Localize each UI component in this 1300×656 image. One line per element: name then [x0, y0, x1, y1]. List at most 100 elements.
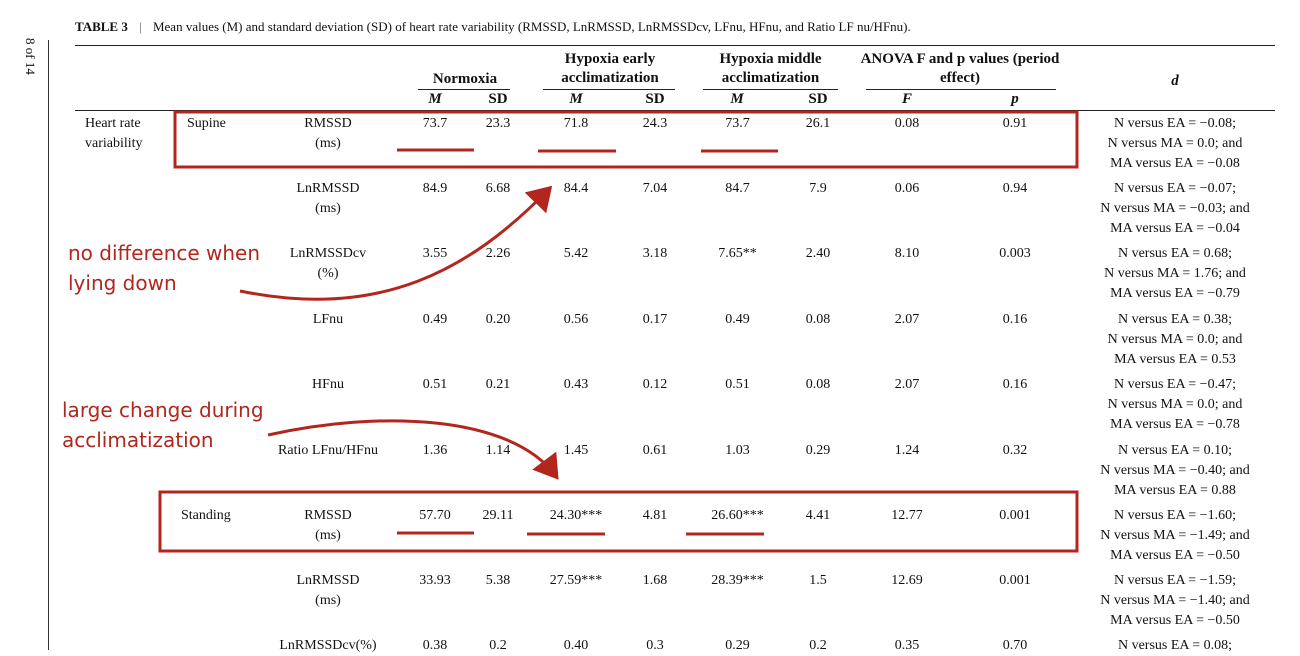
rule-early — [543, 89, 675, 90]
cell-nSD: 23.3 — [485, 116, 511, 131]
header-middle: Hypoxia middle acclimatization — [719, 51, 822, 86]
cell-nSD: 0.21 — [485, 377, 511, 392]
cell-nSD: 29.11 — [482, 508, 514, 523]
effect-size-line: MA versus EA = −0.08 — [1110, 156, 1240, 171]
effect-size-line: N versus EA = 0.68; — [1117, 246, 1233, 261]
page-margin-line — [48, 40, 49, 650]
effect-size-line: N versus EA = −0.08; — [1114, 116, 1236, 131]
cell-eSD: 0.17 — [642, 312, 668, 327]
row-position: Supine — [187, 116, 226, 131]
effect-size-line: N versus MA = −0.03; and — [1100, 201, 1250, 216]
row-measure: LnRMSSD (ms) — [258, 179, 398, 219]
effect-size-line: N versus EA = 0.08; — [1117, 638, 1233, 653]
cell-eM: 84.4 — [563, 181, 589, 196]
cell-eM: 0.40 — [563, 638, 589, 653]
row-measure: RMSSD (ms) — [258, 114, 398, 154]
cell-nM: 33.93 — [419, 573, 451, 588]
subheader-early-sd: SD — [645, 91, 665, 107]
subheader-f: F — [901, 91, 912, 107]
effect-size-line: N versus EA = 0.38; — [1117, 312, 1233, 327]
rule-normoxia — [418, 89, 510, 90]
cell-mM: 0.49 — [725, 312, 750, 327]
cell-eSD: 24.3 — [642, 116, 668, 131]
table-top-rule — [75, 45, 1275, 46]
annotation-no-difference: no difference when lying down — [68, 238, 260, 298]
cell-mSD: 7.9 — [809, 181, 827, 196]
cell-F: 12.69 — [891, 573, 923, 588]
cell-nSD: 5.38 — [485, 573, 511, 588]
cell-effect-size: N versus EA = 0.10; N versus MA = −0.40; … — [1070, 441, 1280, 501]
effect-size-line: N versus MA = 0.0; and — [1107, 136, 1243, 151]
cell-eSD: 3.18 — [642, 246, 668, 261]
cell-effect-size: N versus EA = −1.60; N versus MA = −1.49;… — [1070, 506, 1280, 566]
effect-size-line: MA versus EA = 0.88 — [1114, 483, 1236, 498]
cell-effect-size: N versus EA = 0.68; N versus MA = 1.76; a… — [1070, 244, 1280, 304]
cell-F: 1.24 — [894, 443, 920, 458]
cell-nM: 0.51 — [422, 377, 448, 392]
rule-anova — [866, 89, 1056, 90]
effect-size-line: N versus MA = −1.40; and — [1100, 593, 1250, 608]
cell-effect-size: N versus EA = −0.07; N versus MA = −0.03;… — [1070, 179, 1280, 239]
row-measure-name: LnRMSSDcv(%) — [279, 638, 377, 653]
subheader-p: p — [1011, 91, 1019, 107]
cell-eM: 27.59*** — [549, 573, 603, 588]
effect-size-line: N versus MA = 0.0; and — [1107, 397, 1243, 412]
cell-effect-size: N versus EA = −0.08; N versus MA = 0.0; a… — [1070, 114, 1280, 174]
cell-mSD: 0.2 — [809, 638, 827, 653]
effect-size-line: MA versus EA = −0.50 — [1110, 613, 1240, 628]
row-measure-unit: (ms) — [315, 201, 341, 216]
row-measure: LnRMSSD (ms) — [258, 571, 398, 611]
cell-effect-size: N versus EA = −0.47; N versus MA = 0.0; a… — [1070, 375, 1280, 435]
cell-eM: 1.45 — [563, 443, 589, 458]
header-anova: ANOVA F and p values (period effect) — [860, 51, 1060, 86]
cell-mM: 0.51 — [725, 377, 750, 392]
cell-eM: 0.56 — [563, 312, 589, 327]
cell-nM: 3.55 — [422, 246, 448, 261]
effect-size-line: MA versus EA = −0.79 — [1110, 286, 1240, 301]
cell-F: 2.07 — [894, 377, 920, 392]
effect-size-line: N versus EA = −1.60; — [1114, 508, 1236, 523]
cell-eSD: 4.81 — [642, 508, 668, 523]
row-measure: Ratio LFnu/HFnu — [258, 441, 398, 461]
subheader-middle-sd: SD — [808, 91, 828, 107]
cell-nSD: 2.26 — [485, 246, 511, 261]
effect-size-line: N versus MA = 0.0; and — [1107, 332, 1243, 347]
cell-effect-size: N versus EA = 0.38; N versus MA = 0.0; an… — [1070, 310, 1280, 370]
cell-mM: 0.29 — [725, 638, 750, 653]
arrow-to-standing — [267, 419, 559, 480]
cell-mSD: 0.08 — [805, 377, 831, 392]
cell-mSD: 2.40 — [805, 246, 831, 261]
effect-size-line: N versus EA = −0.47; — [1114, 377, 1236, 392]
row-measure-name: LnRMSSDcv — [289, 246, 367, 261]
cell-eSD: 7.04 — [642, 181, 668, 196]
caption-text: Mean values (M) and standard deviation (… — [152, 19, 911, 34]
cell-nSD: 0.2 — [489, 638, 507, 653]
row-measure-name: LnRMSSD — [296, 181, 360, 196]
row-measure-name: HFnu — [312, 377, 344, 392]
cell-mSD: 0.08 — [805, 312, 831, 327]
cell-nSD: 0.20 — [485, 312, 511, 327]
cell-p: 0.32 — [1002, 443, 1028, 458]
header-d: d — [1171, 73, 1179, 89]
row-measure-name: RMSSD — [304, 116, 352, 131]
annotation-large-change-line2: acclimatization — [62, 428, 214, 452]
cell-nM: 73.7 — [422, 116, 448, 131]
cell-F: 0.06 — [894, 181, 920, 196]
cell-mSD: 26.1 — [805, 116, 831, 131]
effect-size-line: MA versus EA = −0.04 — [1110, 221, 1240, 236]
cell-F: 12.77 — [891, 508, 923, 523]
cell-nM: 0.49 — [422, 312, 448, 327]
effect-size-line: MA versus EA = −0.78 — [1110, 417, 1240, 432]
cell-mM: 84.7 — [725, 181, 750, 196]
cell-nM: 84.9 — [422, 181, 448, 196]
effect-size-line: N versus MA = 1.76; and — [1104, 266, 1246, 281]
caption-label: TABLE 3 — [75, 19, 128, 34]
cell-p: 0.16 — [1002, 377, 1028, 392]
rule-middle — [703, 89, 838, 90]
annotation-large-change-line1: large change during — [62, 398, 264, 422]
cell-eM: 0.43 — [563, 377, 589, 392]
annotation-large-change: large change during acclimatization — [62, 395, 264, 455]
cell-nM: 0.38 — [422, 638, 448, 653]
arrow-to-supine — [239, 185, 553, 301]
